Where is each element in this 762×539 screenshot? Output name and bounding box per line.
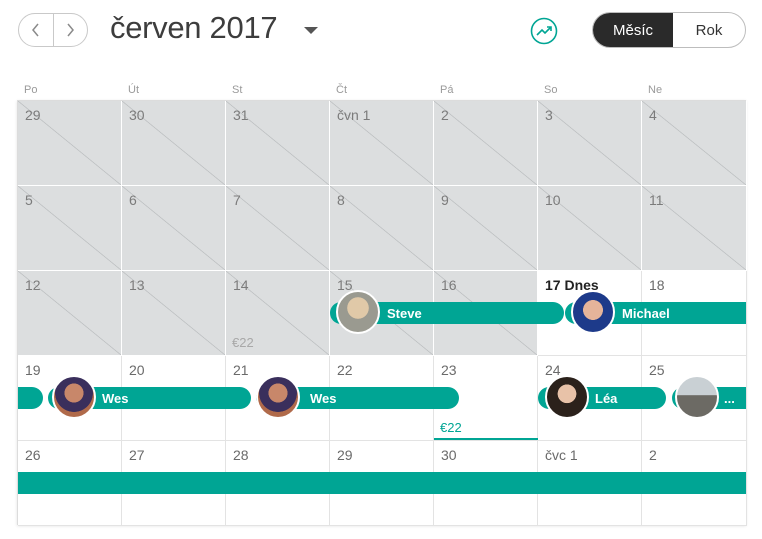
day-cell[interactable]: čvn 1 <box>330 101 434 186</box>
month-navigation <box>18 13 88 47</box>
month-dropdown-caret-icon[interactable] <box>304 27 318 34</box>
day-number: 11 <box>649 192 664 208</box>
weekday-header: So <box>544 84 558 96</box>
day-number: 27 <box>129 447 145 463</box>
chevron-right-icon <box>67 23 75 37</box>
day-number: 9 <box>441 192 449 208</box>
next-month-button[interactable] <box>52 14 88 46</box>
chevron-left-icon <box>31 23 39 37</box>
weekday-header: Pá <box>440 84 454 96</box>
day-number: 25 <box>649 362 665 378</box>
guest-avatar-wes[interactable] <box>256 375 300 419</box>
day-cell[interactable]: 3 <box>538 101 642 186</box>
day-number: 14 <box>233 277 249 293</box>
day-number: 29 <box>25 107 41 123</box>
day-number: čvn 1 <box>337 107 371 123</box>
reservation-bar-continued[interactable] <box>18 387 43 409</box>
day-number: čvc 1 <box>545 447 578 463</box>
day-cell[interactable]: 14 <box>226 271 330 356</box>
day-cell[interactable]: 6 <box>122 186 226 271</box>
day-number: 2 <box>441 107 449 123</box>
day-number: 31 <box>233 107 249 123</box>
day-number: 7 <box>233 192 241 208</box>
day-number: 4 <box>649 107 657 123</box>
weekday-header: Út <box>128 84 139 96</box>
day-number: 10 <box>545 192 561 208</box>
reservation-bar-wes-1[interactable]: Wes <box>48 387 251 409</box>
guest-name: Wes <box>102 390 129 406</box>
view-toggle: Měsíc Rok <box>592 12 746 48</box>
more-indicator: ... <box>724 390 735 406</box>
day-cell[interactable]: 10 <box>538 186 642 271</box>
guest-avatar-michael[interactable] <box>571 290 615 334</box>
trend-chart-icon[interactable] <box>530 17 558 45</box>
day-number: 26 <box>25 447 41 463</box>
day-number: 3 <box>545 107 553 123</box>
day-cell[interactable]: 12 <box>18 271 122 356</box>
reservation-bar-full-week[interactable] <box>18 472 746 494</box>
day-number: 18 <box>649 277 665 293</box>
guest-name: Wes <box>310 390 337 406</box>
day-number: 23 <box>441 362 457 378</box>
day-cell[interactable]: 8 <box>330 186 434 271</box>
day-number: 29 <box>337 447 353 463</box>
weekday-header: Ne <box>648 84 663 96</box>
day-cell[interactable]: 13 <box>122 271 226 356</box>
day-number: 16 <box>441 277 457 293</box>
day-cell[interactable]: 11 <box>642 186 747 271</box>
day-number: 30 <box>129 107 145 123</box>
reservation-bar-wes-2[interactable]: Wes <box>256 387 459 409</box>
day-cell[interactable]: 2 <box>434 101 538 186</box>
month-view-button[interactable]: Měsíc <box>593 13 673 47</box>
day-cell[interactable]: 23 <box>434 356 538 441</box>
previous-month-button[interactable] <box>19 14 53 46</box>
reservation-bar-steve[interactable]: Steve <box>330 302 564 324</box>
day-number: 21 <box>233 362 249 378</box>
day-number: 24 <box>545 362 561 378</box>
nightly-price: €22 <box>440 420 462 435</box>
day-number: 5 <box>25 192 33 208</box>
day-cell[interactable]: 30 <box>122 101 226 186</box>
day-number: 19 <box>25 362 41 378</box>
weekday-header: St <box>232 84 243 96</box>
nightly-price: €22 <box>232 335 254 350</box>
day-number: 15 <box>337 277 353 293</box>
guest-name: Léa <box>595 390 618 406</box>
day-number: 20 <box>129 362 145 378</box>
day-cell[interactable]: 4 <box>642 101 747 186</box>
guest-name: Steve <box>387 305 422 321</box>
day-cell[interactable]: 5 <box>18 186 122 271</box>
day-cell[interactable]: 29 <box>18 101 122 186</box>
weekday-header: Čt <box>336 84 347 96</box>
year-view-button[interactable]: Rok <box>695 21 723 39</box>
guest-avatar-lea[interactable] <box>545 375 589 419</box>
guest-avatar-other[interactable] <box>675 375 719 419</box>
day-number: 30 <box>441 447 457 463</box>
day-number: 28 <box>233 447 249 463</box>
price-underline <box>434 438 538 440</box>
guest-avatar-steve[interactable] <box>336 290 380 334</box>
day-cell[interactable]: 9 <box>434 186 538 271</box>
day-number: 6 <box>129 192 137 208</box>
day-number: 13 <box>129 277 145 293</box>
day-number: 2 <box>649 447 657 463</box>
day-number: 17 Dnes <box>545 277 599 293</box>
guest-name: Michael <box>622 305 670 321</box>
weekday-header: Po <box>24 84 38 96</box>
day-number: 8 <box>337 192 345 208</box>
day-cell[interactable]: 31 <box>226 101 330 186</box>
day-number: 12 <box>25 277 41 293</box>
month-title[interactable]: červen 2017 <box>110 10 278 45</box>
day-number: 22 <box>337 362 353 378</box>
day-cell[interactable]: 7 <box>226 186 330 271</box>
guest-avatar-wes[interactable] <box>52 375 96 419</box>
